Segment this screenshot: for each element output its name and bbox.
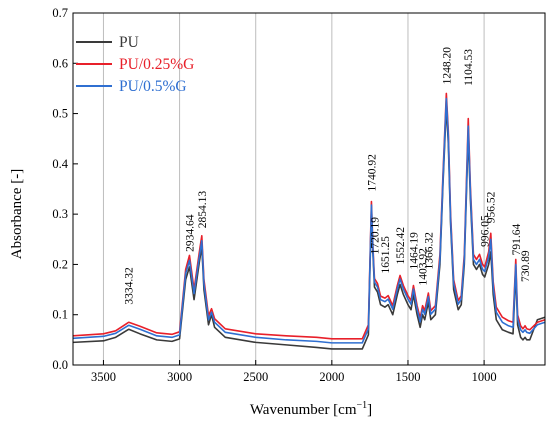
x-axis-title-sup: −1 [357, 400, 368, 411]
x-tick-label: 3500 [91, 370, 116, 384]
series-line-2 [72, 97, 546, 344]
peak-label: 1366.32 [423, 232, 435, 270]
y-tick-label: 0.0 [52, 358, 68, 372]
axes: 3500 3000 2500 2000 1500 1000 0.0 0.1 0.2 0.3 0.4 0… [52, 6, 496, 384]
series-line-1 [72, 92, 546, 340]
x-tick-label: 1500 [395, 370, 420, 384]
y-tick-label: 0.6 [52, 56, 68, 70]
peak-label: 1552.42 [395, 227, 407, 265]
peak-label: 1464.19 [408, 232, 420, 270]
legend: PU PU/0.25%G PU/0.5%G [76, 34, 194, 95]
series-lines [72, 92, 546, 350]
peak-label: 791.64 [511, 224, 523, 256]
series-line-0 [72, 105, 546, 350]
peak-label: 956.52 [486, 191, 498, 223]
y-tick-label: 0.5 [52, 107, 68, 121]
x-gridlines [102, 13, 485, 365]
peak-label: 730.89 [520, 250, 532, 282]
x-tick-label: 1000 [472, 370, 497, 384]
legend-label-pu-05g: PU/0.5%G [119, 78, 187, 95]
x-tick-label: 2500 [243, 370, 268, 384]
peak-label: 2934.64 [185, 214, 197, 252]
peak-label: 1403.92 [418, 248, 430, 286]
y-tick-label: 0.1 [52, 308, 68, 322]
peak-label: 3334.32 [124, 267, 136, 305]
x-tick-label: 3000 [167, 370, 192, 384]
legend-label-pu: PU [119, 34, 139, 51]
y-tick-label: 0.7 [52, 6, 68, 20]
y-tick-label: 0.2 [52, 257, 68, 271]
x-axis-title-end: ] [367, 402, 372, 418]
peak-label: 996.05 [480, 215, 492, 247]
plot-frame [72, 12, 546, 366]
x-axis-title-main: Wavenumber [cm [250, 402, 357, 418]
peak-label: 1720.19 [369, 217, 381, 255]
peak-label: 2854.13 [197, 191, 209, 229]
peak-label: 1104.53 [463, 49, 475, 86]
y-tick-label: 0.3 [52, 207, 68, 221]
x-axis-title: Wavenumber [cm−1] [250, 400, 372, 418]
legend-label-pu-025g: PU/0.25%G [119, 56, 194, 73]
x-tick-label: 2000 [319, 370, 344, 384]
peak-label: 1248.20 [441, 47, 453, 85]
y-axis-title: Absorbance [-] [9, 169, 25, 259]
y-tick-label: 0.4 [52, 157, 68, 171]
peak-label: 1651.25 [380, 236, 392, 274]
peak-label: 1740.92 [366, 154, 378, 192]
